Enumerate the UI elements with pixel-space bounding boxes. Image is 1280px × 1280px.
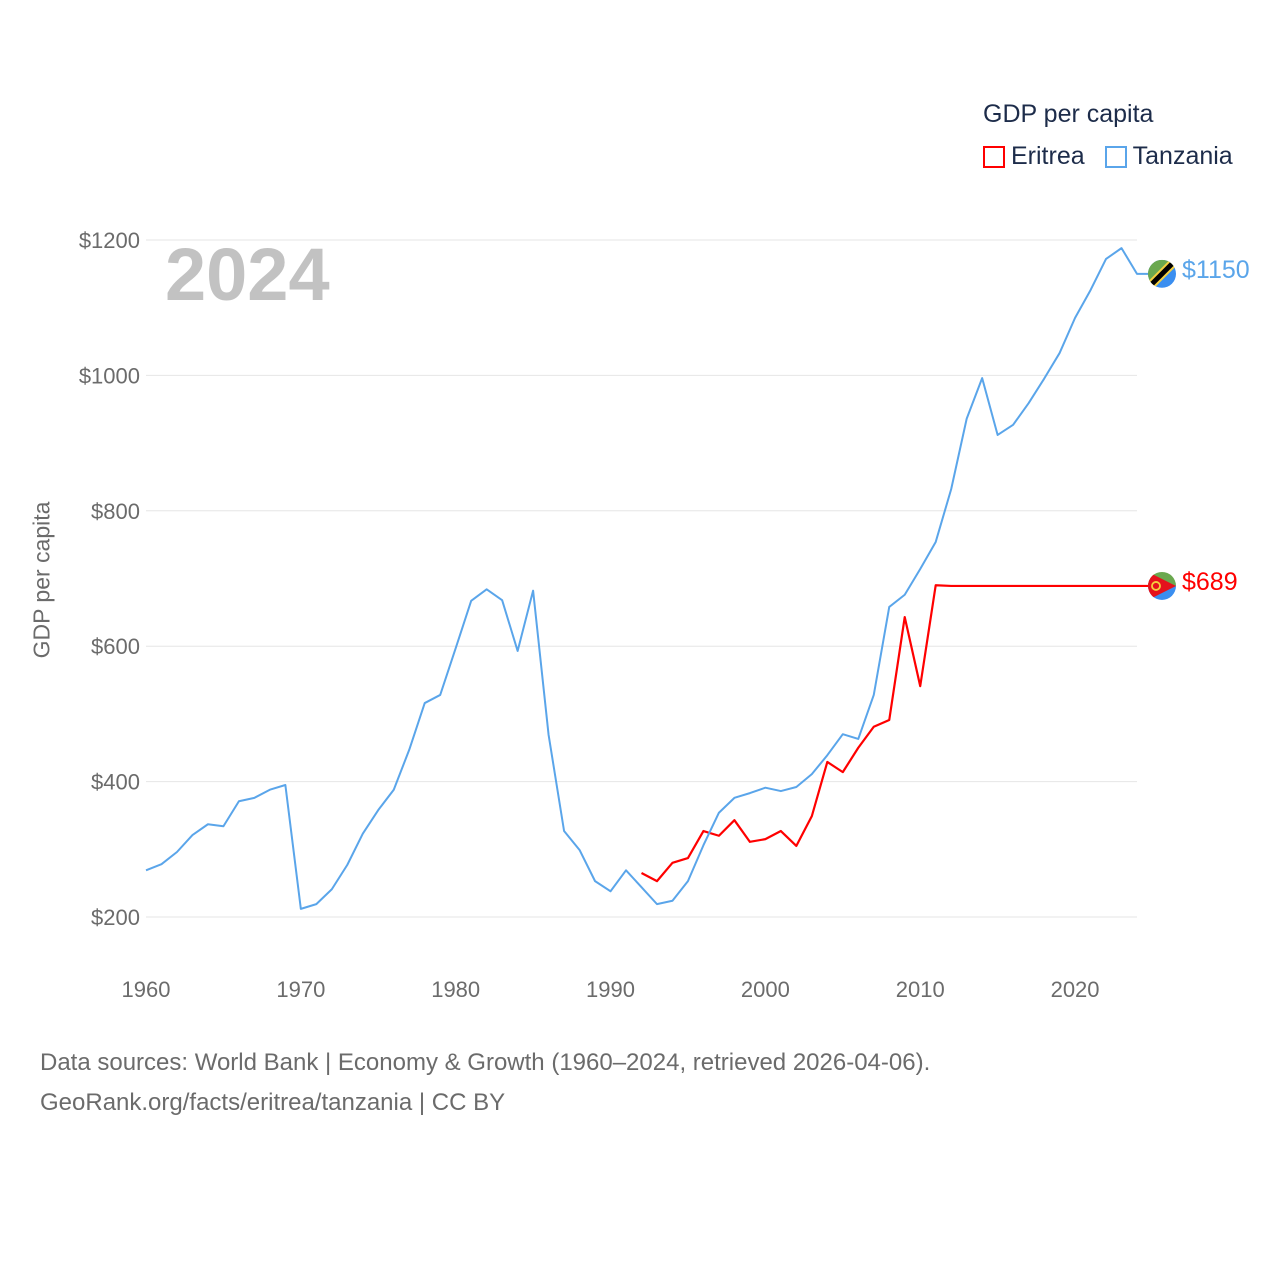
footer: Data sources: World Bank | Economy & Gro…: [40, 1043, 930, 1123]
legend-swatch-eritrea: [983, 145, 1005, 168]
y-tick-label: $600: [91, 634, 140, 659]
eritrea-flag-icon: [1148, 571, 1176, 600]
x-tick-label: 1990: [586, 977, 635, 1002]
x-tick-label: 2010: [896, 977, 945, 1002]
y-tick-label: $1200: [79, 228, 140, 253]
end-label-tanzania: $1150: [1182, 256, 1250, 284]
x-tick-label: 1970: [276, 977, 325, 1002]
y-tick-label: $400: [91, 770, 140, 795]
data-source-text: Data sources: World Bank | Economy & Gro…: [40, 1049, 931, 1076]
legend-swatch-tanzania: [1104, 145, 1127, 168]
tanzania-flag-icon: [1148, 259, 1176, 288]
legend-item-eritrea[interactable]: Eritrea: [983, 142, 1085, 171]
y-tick-label: $1000: [79, 363, 140, 388]
legend-title: GDP per capita: [983, 100, 1154, 128]
legend-label-tanzania: Tanzania: [1132, 142, 1233, 170]
legend-item-tanzania[interactable]: Tanzania: [1104, 142, 1233, 171]
attribution-text: GeoRank.org/facts/eritrea/tanzania | CC …: [40, 1089, 506, 1116]
legend-label-eritrea: Eritrea: [1011, 142, 1085, 170]
x-tick-label: 1980: [431, 977, 480, 1002]
series-line-eritrea: [640, 584, 1150, 883]
legend: Eritrea Tanzania: [983, 142, 1233, 171]
year-label: 2024: [165, 233, 330, 316]
y-tick-label: $200: [91, 905, 140, 930]
y-tick-label: $800: [91, 499, 140, 524]
x-tick-label: 1960: [122, 977, 171, 1002]
series-line-tanzania: [145, 247, 1150, 910]
x-tick-label: 2000: [741, 977, 790, 1002]
end-label-eritrea: $689: [1182, 568, 1238, 596]
y-axis-label: GDP per capita: [28, 501, 55, 659]
x-tick-label: 2020: [1051, 977, 1100, 1002]
